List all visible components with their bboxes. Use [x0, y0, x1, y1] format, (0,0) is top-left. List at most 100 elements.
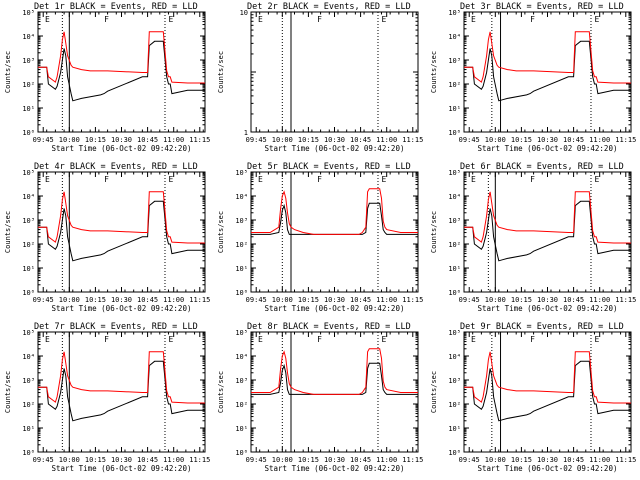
- y-tick-label: 10⁵: [448, 169, 461, 177]
- y-tick-label: 10⁰: [22, 449, 35, 457]
- marker-label: E: [594, 335, 599, 344]
- x-tick-label: 10:30: [537, 456, 558, 464]
- x-axis-label: Start Time (06-Oct-02 09:42:20): [478, 304, 618, 313]
- x-tick-label: 10:00: [59, 456, 80, 464]
- chart-panel-2: Det 2r BLACK = Events, RED = LLD 1 10 09:45…: [217, 2, 423, 153]
- y-tick-label: 10⁴: [22, 353, 35, 361]
- x-tick-label: 10:45: [350, 456, 371, 464]
- marker-label: E: [381, 175, 386, 184]
- x-tick-label: 10:00: [272, 296, 293, 304]
- chart-title: Det 8r BLACK = Events, RED = LLD: [247, 322, 411, 332]
- y-tick-label: 10³: [448, 57, 461, 65]
- events-series-line: [464, 200, 631, 262]
- chart-title: Det 4r BLACK = Events, RED = LLD: [34, 162, 198, 172]
- y-tick-label: 10²: [448, 241, 461, 249]
- y-tick-label: 10²: [22, 241, 35, 249]
- marker-label: E: [258, 15, 263, 24]
- marker-label: F: [530, 335, 535, 344]
- marker-label: E: [471, 335, 476, 344]
- x-axis-label: Start Time (06-Oct-02 09:42:20): [265, 304, 405, 313]
- y-axis-label: Counts/sec: [4, 51, 12, 93]
- marker-label: E: [471, 175, 476, 184]
- x-tick-label: 11:15: [615, 296, 636, 304]
- y-tick-label: 10⁵: [235, 169, 248, 177]
- x-tick-label: 11:00: [589, 136, 610, 144]
- y-tick-label: 10²: [448, 81, 461, 89]
- y-tick-label: 10¹: [235, 265, 248, 273]
- x-tick-label: 11:15: [189, 136, 210, 144]
- marker-label: E: [471, 15, 476, 24]
- y-tick-label: 10³: [22, 57, 35, 65]
- y-axis-label: Counts/sec: [430, 51, 438, 93]
- y-axis-label: Counts/sec: [217, 371, 225, 413]
- x-tick-label: 10:30: [537, 136, 558, 144]
- chart-panel-6: Det 6r BLACK = Events, RED = LLD 10⁰ 10¹ 10…: [430, 162, 636, 313]
- y-axis-label: Counts/sec: [430, 371, 438, 413]
- chart-title: Det 7r BLACK = Events, RED = LLD: [34, 322, 198, 332]
- y-tick-label: 10⁴: [22, 193, 35, 201]
- marker-label: E: [45, 335, 50, 344]
- x-tick-label: 09:45: [33, 136, 54, 144]
- marker-label: E: [258, 175, 263, 184]
- x-tick-label: 11:00: [376, 296, 397, 304]
- events-series-line: [464, 40, 631, 102]
- x-axis-label: Start Time (06-Oct-02 09:42:20): [478, 464, 618, 473]
- y-tick-label: 10³: [448, 217, 461, 225]
- x-axis-label: Start Time (06-Oct-02 09:42:20): [265, 464, 405, 473]
- y-tick-label: 10⁰: [235, 289, 248, 297]
- y-tick-label: 10³: [22, 217, 35, 225]
- y-tick-label: 10⁵: [22, 329, 35, 337]
- x-tick-label: 10:30: [324, 136, 345, 144]
- x-tick-label: 10:15: [298, 136, 319, 144]
- chart-title: Det 5r BLACK = Events, RED = LLD: [247, 162, 411, 172]
- x-axis-label: Start Time (06-Oct-02 09:42:20): [52, 464, 192, 473]
- lld-series-line: [464, 31, 631, 84]
- x-tick-label: 11:15: [402, 296, 423, 304]
- y-tick-label: 1: [244, 129, 248, 137]
- x-tick-label: 11:00: [589, 456, 610, 464]
- y-tick-label: 10⁵: [235, 329, 248, 337]
- y-tick-label: 10⁴: [235, 193, 248, 201]
- marker-label: F: [104, 175, 109, 184]
- x-tick-label: 10:00: [59, 136, 80, 144]
- y-tick-label: 10⁰: [448, 289, 461, 297]
- x-tick-label: 10:30: [324, 456, 345, 464]
- x-tick-label: 10:15: [85, 296, 106, 304]
- y-tick-label: 10: [240, 9, 248, 17]
- y-tick-label: 10²: [235, 241, 248, 249]
- chart-panel-3: Det 3r BLACK = Events, RED = LLD 10⁰ 10¹ 10…: [430, 2, 636, 153]
- marker-label: F: [317, 15, 322, 24]
- chart-panel-5: Det 5r BLACK = Events, RED = LLD 10⁰ 10¹ 10…: [217, 162, 423, 313]
- y-tick-label: 10⁰: [22, 289, 35, 297]
- y-tick-label: 10³: [235, 377, 248, 385]
- y-tick-label: 10⁵: [22, 9, 35, 17]
- x-tick-label: 11:00: [376, 456, 397, 464]
- x-tick-label: 09:45: [246, 456, 267, 464]
- x-tick-label: 09:45: [33, 296, 54, 304]
- lld-series-line: [38, 31, 205, 84]
- marker-label: F: [530, 15, 535, 24]
- events-series-line: [464, 360, 631, 422]
- x-tick-label: 10:45: [350, 296, 371, 304]
- x-tick-label: 09:45: [459, 136, 480, 144]
- x-tick-label: 11:00: [163, 456, 184, 464]
- y-tick-label: 10²: [22, 401, 35, 409]
- marker-label: F: [104, 335, 109, 344]
- x-tick-label: 10:15: [511, 136, 532, 144]
- marker-label: F: [317, 175, 322, 184]
- y-tick-label: 10⁴: [235, 353, 248, 361]
- chart-title: Det 6r BLACK = Events, RED = LLD: [460, 162, 624, 172]
- y-tick-label: 10⁵: [22, 169, 35, 177]
- marker-label: F: [104, 15, 109, 24]
- y-tick-label: 10¹: [235, 425, 248, 433]
- x-tick-label: 10:30: [111, 296, 132, 304]
- y-axis-label: Counts/sec: [4, 211, 12, 253]
- marker-label: E: [168, 335, 173, 344]
- y-tick-label: 10⁴: [22, 33, 35, 41]
- y-tick-label: 10³: [448, 377, 461, 385]
- x-tick-label: 10:00: [485, 456, 506, 464]
- y-tick-label: 10⁰: [22, 129, 35, 137]
- y-tick-label: 10¹: [22, 425, 35, 433]
